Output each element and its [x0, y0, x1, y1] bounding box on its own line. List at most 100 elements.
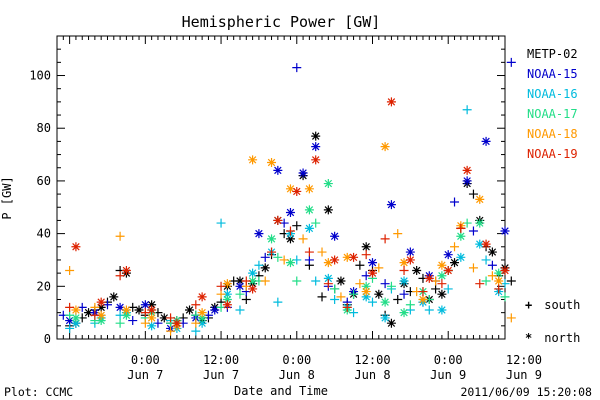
- noaa-18-south-point: [450, 242, 460, 252]
- noaa-19-north-point: [367, 268, 377, 278]
- noaa-19-north-point: [197, 292, 207, 302]
- noaa-18-north-point: [304, 184, 314, 194]
- noaa-19-south-point: [115, 271, 125, 281]
- noaa-19-north-point: [330, 255, 340, 265]
- metp-02-north-point: [109, 292, 119, 302]
- noaa-18-south-point: [487, 271, 497, 281]
- noaa-18-south-point: [355, 279, 365, 289]
- x-tick-label-date: Jun 7: [203, 368, 239, 382]
- noaa-16-north-point: [361, 292, 371, 302]
- noaa-19-north-point: [147, 305, 157, 315]
- noaa-19-south-point: [323, 279, 333, 289]
- metp-02-north-point: [185, 305, 195, 315]
- noaa-18-south-point: [374, 263, 384, 273]
- noaa-16-north-point: [222, 289, 232, 299]
- metp-02-north-point: [487, 247, 497, 257]
- y-tick-label: 20: [37, 279, 51, 293]
- noaa-16-south-point: [443, 284, 453, 294]
- noaa-18-south-point: [317, 247, 327, 257]
- noaa-15-south-point: [399, 289, 409, 299]
- noaa-19-south-point: [191, 300, 201, 310]
- noaa-15-north-point: [210, 305, 220, 315]
- y-tick-label: 100: [29, 69, 51, 83]
- hemisphere-key-south: + south: [525, 298, 580, 312]
- noaa-15-south-point: [292, 63, 302, 73]
- x-axis-label: Date and Time: [234, 384, 328, 398]
- x-tick-label-time: 0:00: [282, 353, 311, 367]
- noaa-18-north-point: [121, 305, 131, 315]
- noaa-19-south-point: [267, 247, 277, 257]
- noaa-16-north-point: [437, 305, 447, 315]
- metp-02-north-point: [361, 242, 371, 252]
- metp-02-north-point: [386, 318, 396, 328]
- metp-02-north-point: [147, 300, 157, 310]
- noaa-19-south-point: [241, 276, 251, 286]
- noaa-19-south-point: [65, 302, 75, 312]
- noaa-19-north-point: [71, 242, 81, 252]
- noaa-19-north-point: [248, 284, 258, 294]
- legend-item-noaa-18: NOAA-18: [527, 127, 578, 141]
- noaa-18-north-point: [96, 310, 106, 320]
- noaa-16-south-point: [65, 323, 75, 333]
- noaa-19-north-point: [386, 97, 396, 107]
- noaa-17-south-point: [292, 276, 302, 286]
- legend: METP-02 NOAA-15 NOAA-16 NOAA-17 NOAA-18 …: [527, 44, 578, 164]
- noaa-15-north-point: [311, 142, 321, 152]
- noaa-16-south-point: [367, 297, 377, 307]
- noaa-18-north-point: [197, 308, 207, 318]
- legend-item-noaa-15: NOAA-15: [527, 67, 578, 81]
- noaa-18-north-point: [147, 313, 157, 323]
- metp-02-north-point: [336, 276, 346, 286]
- noaa-16-south-point: [311, 276, 321, 286]
- noaa-16-north-point: [71, 318, 81, 328]
- y-tick-label: 60: [37, 174, 51, 188]
- x-tick-label-date: Jun 8: [354, 368, 390, 382]
- metp-02-north-point: [260, 263, 270, 273]
- noaa-16-north-point: [399, 276, 409, 286]
- metp-02-north-point: [285, 234, 295, 244]
- metp-02-south-point: [506, 276, 516, 286]
- metp-02-north-point: [235, 276, 245, 286]
- noaa-17-north-point: [456, 231, 466, 241]
- noaa-18-north-point: [475, 194, 485, 204]
- noaa-19-north-point: [500, 265, 510, 275]
- y-tick-label: 40: [37, 227, 51, 241]
- noaa-17-north-point: [361, 281, 371, 291]
- noaa-16-north-point: [304, 223, 314, 233]
- noaa-19-north-point: [462, 165, 472, 175]
- hemisphere-key-south-label: south: [544, 298, 581, 312]
- noaa-15-south-point: [304, 255, 314, 265]
- noaa-16-south-point: [481, 255, 491, 265]
- noaa-16-north-point: [456, 252, 466, 262]
- noaa-17-south-point: [481, 276, 491, 286]
- noaa-17-north-point: [248, 276, 258, 286]
- noaa-17-south-point: [500, 292, 510, 302]
- noaa-18-north-point: [437, 260, 447, 270]
- noaa-17-north-point: [267, 234, 277, 244]
- noaa-18-north-point: [285, 184, 295, 194]
- noaa-18-north-point: [399, 258, 409, 268]
- noaa-17-north-point: [121, 310, 131, 320]
- noaa-18-south-point: [393, 229, 403, 239]
- noaa-18-south-point: [468, 263, 478, 273]
- metp-02-north-point: [84, 308, 94, 318]
- noaa-16-north-point: [323, 273, 333, 283]
- noaa-16-south-point: [273, 297, 283, 307]
- noaa-18-north-point: [418, 294, 428, 304]
- noaa-18-south-point: [115, 231, 125, 241]
- noaa-16-south-point: [235, 305, 245, 315]
- legend-item-noaa-16: NOAA-16: [527, 87, 578, 101]
- x-tick-label-time: 0:00: [434, 353, 463, 367]
- noaa-19-north-point: [481, 239, 491, 249]
- x-tick-label-time: 12:00: [203, 353, 239, 367]
- noaa-15-south-point: [128, 316, 138, 326]
- noaa-16-north-point: [380, 313, 390, 323]
- noaa-19-south-point: [166, 313, 176, 323]
- noaa-18-south-point: [65, 265, 75, 275]
- noaa-16-south-point: [254, 260, 264, 270]
- noaa-15-north-point: [386, 200, 396, 210]
- noaa-19-north-point: [121, 265, 131, 275]
- noaa-15-north-point: [462, 176, 472, 186]
- legend-item-metp-02: METP-02: [527, 47, 578, 61]
